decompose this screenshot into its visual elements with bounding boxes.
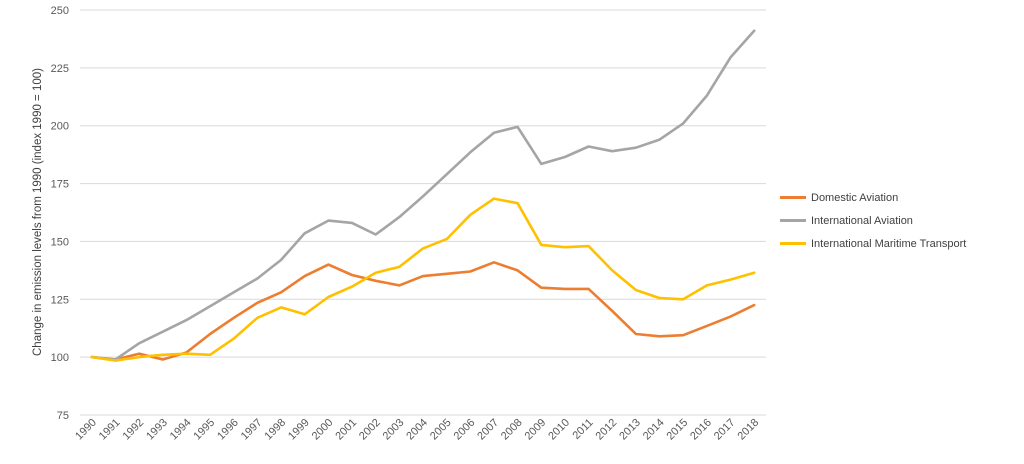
y-tick-label: 225 [51, 63, 69, 75]
x-tick-label: 2005 [428, 417, 454, 443]
legend-swatch-international-maritime-transport [780, 242, 806, 245]
series-lines [90, 29, 756, 362]
y-tick-label: 125 [51, 294, 69, 306]
x-tick-label: 2006 [452, 417, 478, 443]
y-tick-label: 150 [51, 236, 69, 248]
y-tick-label: 200 [51, 121, 69, 133]
legend-item-international-maritime-transport: International Maritime Transport [780, 232, 966, 255]
legend-item-international-aviation: International Aviation [780, 209, 966, 232]
gridlines [80, 9, 766, 416]
series-line-domestic-aviation [90, 260, 756, 361]
legend-item-domestic-aviation: Domestic Aviation [780, 186, 966, 209]
x-tick-label: 2015 [665, 417, 691, 443]
x-tick-label: 2018 [735, 417, 761, 443]
x-tick-label: 2010 [546, 417, 572, 443]
series-line-international-aviation [90, 29, 756, 361]
x-tick-label: 2009 [523, 417, 549, 443]
x-tick-label: 2012 [594, 417, 620, 443]
y-axis-ticks: 75 100 125 150 175 200 225 250 [51, 5, 69, 422]
x-tick-label: 1991 [97, 417, 123, 443]
x-tick-label: 2002 [357, 417, 383, 443]
x-tick-label: 2011 [570, 417, 595, 442]
x-tick-label: 2014 [641, 417, 667, 443]
series-line-international-maritime-transport [90, 197, 756, 362]
x-tick-label: 1998 [262, 417, 288, 443]
x-tick-label: 2013 [617, 417, 643, 443]
x-tick-label: 2016 [688, 417, 714, 443]
x-tick-label: 1996 [215, 417, 241, 443]
x-tick-label: 2007 [475, 417, 501, 443]
y-tick-label: 100 [51, 352, 69, 364]
x-tick-label: 1995 [191, 417, 217, 443]
chart-legend: Domestic Aviation International Aviation… [780, 186, 966, 255]
y-tick-label: 250 [51, 5, 69, 17]
legend-label: International Aviation [811, 214, 913, 227]
legend-swatch-international-aviation [780, 219, 806, 222]
legend-swatch-domestic-aviation [780, 196, 806, 199]
x-tick-label: 1997 [239, 417, 265, 443]
y-tick-label: 75 [57, 410, 69, 422]
y-axis-title: Change in emission levels from 1990 (ind… [32, 68, 44, 356]
x-tick-label: 2004 [404, 417, 430, 443]
x-tick-label: 2008 [499, 417, 525, 443]
x-tick-label: 2001 [333, 417, 359, 443]
x-tick-label: 1999 [286, 417, 312, 443]
x-tick-label: 2017 [712, 417, 738, 443]
x-tick-label: 2000 [310, 417, 336, 443]
legend-label: International Maritime Transport [811, 237, 967, 250]
x-tick-label: 2003 [381, 417, 407, 443]
x-tick-label: 1992 [120, 417, 146, 443]
x-tick-label: 1993 [144, 417, 170, 443]
x-tick-label: 1994 [168, 417, 194, 443]
x-axis-ticks: 1990199119921993199419951996199719981999… [73, 417, 761, 443]
y-tick-label: 175 [51, 179, 69, 191]
legend-label: Domestic Aviation [811, 191, 899, 204]
x-tick-label: 1990 [73, 417, 99, 443]
